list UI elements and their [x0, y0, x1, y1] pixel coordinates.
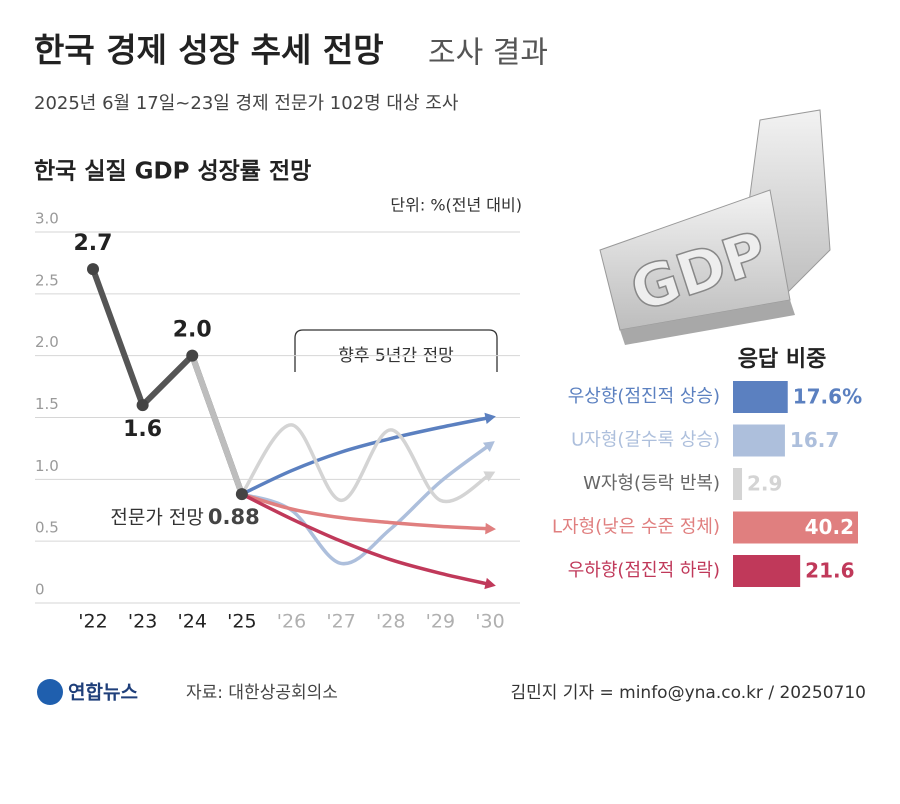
title-suffix: 조사 결과 — [428, 36, 548, 71]
forecast-bracket — [294, 329, 498, 372]
arrow-head — [485, 522, 496, 535]
value-label: 17.6% — [793, 385, 862, 409]
x-tick-label: '29 — [426, 611, 455, 633]
source: 자료: 대한상공회의소 — [186, 683, 338, 703]
x-tick-label: '30 — [475, 611, 504, 633]
x-tick-label: '22 — [78, 611, 107, 633]
bar-label: 우상향(점진적 상승) — [568, 386, 720, 407]
forecast-line — [241, 492, 491, 587]
y-tick-label: 3.0 — [35, 210, 59, 228]
y-tick-label: 0.5 — [35, 519, 59, 537]
value-label: 2.0 — [173, 318, 212, 343]
y-tick-label: 0 — [35, 581, 45, 599]
arrow-head — [483, 471, 496, 482]
y-tick-label: 2.5 — [35, 271, 59, 289]
bar — [733, 381, 788, 413]
arrow-head — [484, 577, 496, 590]
credit: 김민지 기자 = minfo@yna.co.kr / 20250710 — [510, 683, 866, 703]
y-tick-label: 2.0 — [35, 333, 59, 351]
bar — [733, 468, 743, 500]
logo-icon — [37, 679, 63, 705]
forecast-line — [241, 415, 491, 496]
value-label: 2.9 — [747, 472, 782, 496]
line-chart-title: 한국 실질 GDP 성장률 전망 — [34, 159, 311, 185]
bar-label: 우하향(점진적 하락) — [568, 560, 720, 581]
x-tick-label: '27 — [326, 611, 355, 633]
subtitle: 2025년 6월 17일~23일 경제 전문가 102명 대상 조사 — [34, 93, 459, 114]
bar — [733, 424, 785, 457]
point — [186, 349, 199, 362]
arrow-head — [482, 441, 495, 453]
forecast-line — [240, 423, 491, 504]
point — [87, 263, 99, 276]
bar-label: W자형(등락 반복) — [583, 473, 720, 494]
bar-label: L자형(낮은 수준 정체) — [552, 517, 720, 538]
y-tick-label: 1.5 — [35, 395, 59, 413]
bar-label: U자형(갈수록 상승) — [571, 430, 720, 451]
arrow-head — [484, 412, 496, 425]
point — [235, 488, 248, 501]
value-label: 0.88 — [208, 505, 260, 529]
point — [136, 399, 149, 412]
bar — [733, 555, 801, 587]
x-tick-label: '28 — [376, 611, 405, 633]
actual-line-recent — [189, 352, 245, 498]
x-tick-label: '25 — [227, 611, 256, 633]
value-label: 1.6 — [123, 417, 162, 442]
gdp-graphic: GDP — [599, 109, 831, 345]
value-label: 40.2 — [805, 515, 854, 539]
bar-chart-title: 응답 비중 — [738, 347, 827, 372]
value-label: 2.7 — [74, 231, 113, 256]
actual-line — [90, 268, 245, 496]
value-label: 16.7 — [790, 428, 839, 452]
bar — [733, 511, 858, 544]
x-tick-label: '26 — [277, 611, 306, 633]
annotation: 전문가 전망 — [110, 507, 203, 529]
x-tick-label: '24 — [178, 611, 207, 633]
forecast-line — [241, 492, 491, 531]
unit-label: 단위: %(전년 대비) — [390, 196, 522, 215]
value-label: 21.6 — [805, 559, 854, 583]
logo: 연합뉴스 — [68, 682, 138, 704]
title: 한국 경제 성장 추세 전망 — [34, 31, 384, 70]
y-tick-label: 1.0 — [35, 457, 59, 475]
x-tick-label: '23 — [128, 611, 157, 633]
